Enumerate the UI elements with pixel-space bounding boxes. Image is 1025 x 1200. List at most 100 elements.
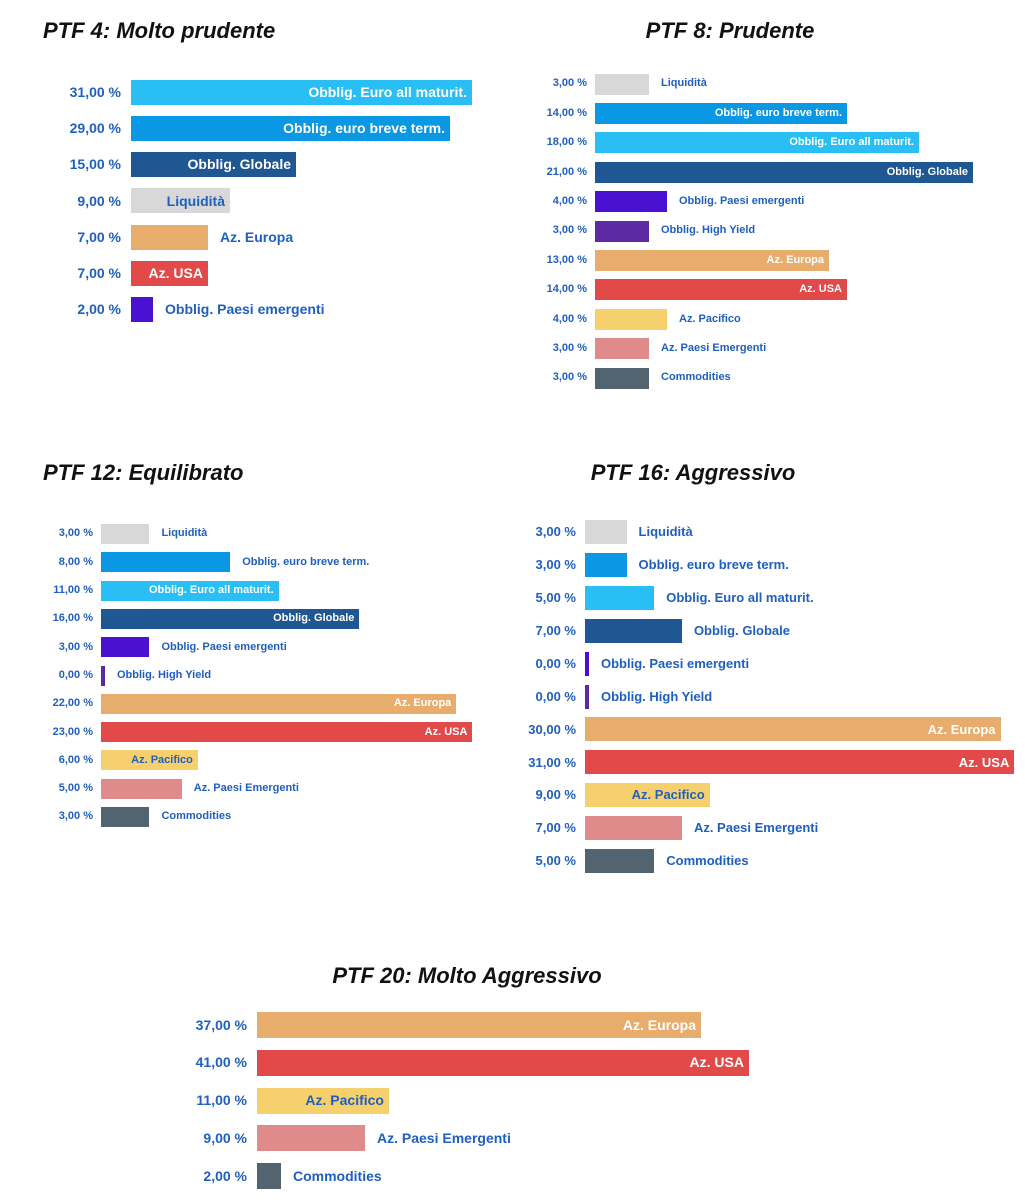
bar: [257, 1125, 365, 1152]
value-label: 5,00 %: [535, 853, 576, 869]
chart-title: PTF 20: Molto Aggressivo: [332, 963, 602, 988]
category-label: Liquidità: [661, 77, 707, 90]
bar: [101, 524, 150, 544]
bar: [595, 338, 649, 360]
value-label: 31,00 %: [69, 83, 121, 100]
bar: [585, 816, 682, 841]
category-label: Obblig. Globale: [273, 612, 355, 625]
bar: [131, 297, 153, 323]
bar: [595, 220, 649, 242]
category-label: Commodities: [161, 810, 232, 823]
bar: [131, 224, 208, 250]
category-label: Obblig. euro breve term.: [638, 557, 789, 573]
bar: [585, 750, 1015, 775]
chart-title: PTF 8: Prudente: [645, 18, 815, 43]
bar: [585, 552, 627, 577]
bar: [585, 618, 682, 643]
bar: [585, 651, 589, 676]
category-label: Az. USA: [148, 265, 203, 282]
category-label: Obblig. Paesi emergenti: [161, 640, 287, 653]
value-label: 8,00 %: [58, 555, 93, 568]
value-label: 14,00 %: [546, 106, 587, 119]
value-label: 11,00 %: [196, 1092, 247, 1109]
value-label: 21,00 %: [546, 165, 587, 178]
value-label: 37,00 %: [195, 1016, 247, 1033]
category-label: Az. Pacifico: [679, 312, 741, 325]
bar: [131, 115, 450, 141]
value-label: 7,00 %: [77, 228, 121, 245]
category-label: Az. Paesi Emergenti: [693, 820, 819, 836]
category-label: Obblig. Globale: [187, 156, 291, 173]
bar: [595, 279, 847, 301]
bar: [595, 308, 667, 330]
value-label: 3,00 %: [535, 557, 576, 573]
bar: [257, 1012, 701, 1038]
value-label: 6,00 %: [58, 753, 93, 766]
bar: [595, 367, 649, 389]
bar: [595, 249, 829, 271]
category-label: Obblig. Paesi emergenti: [679, 195, 805, 207]
bar: [257, 1087, 389, 1114]
value-label: 3,00 %: [58, 527, 93, 540]
value-label: 4,00 %: [552, 312, 587, 325]
category-label: Az. Europa: [220, 228, 294, 245]
value-label: 16,00 %: [52, 612, 93, 625]
category-label: Obblig. Globale: [693, 622, 790, 638]
value-label: 7,00 %: [77, 265, 121, 282]
category-label: Obblig. High Yield: [661, 224, 756, 237]
bar: [101, 693, 457, 714]
category-label: Obblig. euro breve term.: [283, 119, 445, 136]
chart-title: PTF 12: Equilibrato: [43, 460, 244, 485]
category-label: Liquidità: [638, 524, 693, 540]
category-label: Az. Pacifico: [131, 753, 193, 766]
category-label: Az. Europa: [766, 253, 824, 266]
value-label: 7,00 %: [535, 622, 576, 638]
category-label: Az. Europa: [393, 697, 452, 710]
bar: [131, 152, 296, 178]
value-label: 3,00 %: [552, 224, 587, 237]
bar: [585, 717, 1001, 742]
bar: [595, 191, 667, 213]
category-label: Az. USA: [958, 754, 1010, 770]
value-label: 0,00 %: [535, 655, 576, 671]
value-label: 9,00 %: [535, 787, 576, 803]
value-label: 2,00 %: [77, 301, 121, 318]
bar: [595, 132, 919, 154]
value-label: 41,00 %: [195, 1054, 247, 1071]
bar: [131, 79, 472, 105]
bar: [101, 552, 231, 573]
category-label: Obblig. Paesi emergenti: [601, 655, 750, 671]
category-label: Az. USA: [424, 725, 468, 738]
value-label: 22,00 %: [52, 697, 93, 710]
category-label: Az. Europa: [927, 721, 996, 737]
bar: [101, 665, 105, 686]
category-label: Obblig. Euro all maturit.: [148, 584, 274, 596]
bar: [585, 585, 655, 610]
value-label: 5,00 %: [58, 782, 93, 795]
bar: [595, 161, 973, 183]
value-label: 9,00 %: [77, 192, 121, 209]
value-label: 23,00 %: [52, 725, 93, 738]
value-label: 2,00 %: [203, 1167, 247, 1184]
chart-title: PTF 16: Aggressivo: [590, 460, 796, 485]
bar: [595, 73, 649, 95]
value-label: 3,00 %: [552, 77, 587, 90]
value-label: 9,00 %: [203, 1130, 247, 1146]
chart-title: PTF 4: Molto prudente: [43, 18, 276, 43]
value-label: 4,00 %: [552, 195, 587, 207]
value-label: 15,00 %: [69, 156, 121, 173]
value-label: 3,00 %: [58, 810, 93, 823]
category-label: Obblig. Euro all maturit.: [308, 83, 467, 100]
category-label: Obblig. Globale: [886, 165, 968, 178]
category-label: Obblig. High Yield: [601, 688, 713, 704]
category-label: Az. Paesi Emergenti: [377, 1130, 511, 1146]
value-label: 30,00 %: [528, 721, 576, 737]
bar: [585, 684, 589, 709]
value-label: 29,00 %: [69, 119, 121, 136]
value-label: 14,00 %: [546, 283, 587, 296]
category-label: Liquidità: [166, 192, 225, 209]
bar: [101, 637, 150, 658]
value-label: 5,00 %: [535, 590, 576, 605]
category-label: Obblig. Paesi emergenti: [165, 301, 325, 318]
bar: [101, 778, 182, 799]
